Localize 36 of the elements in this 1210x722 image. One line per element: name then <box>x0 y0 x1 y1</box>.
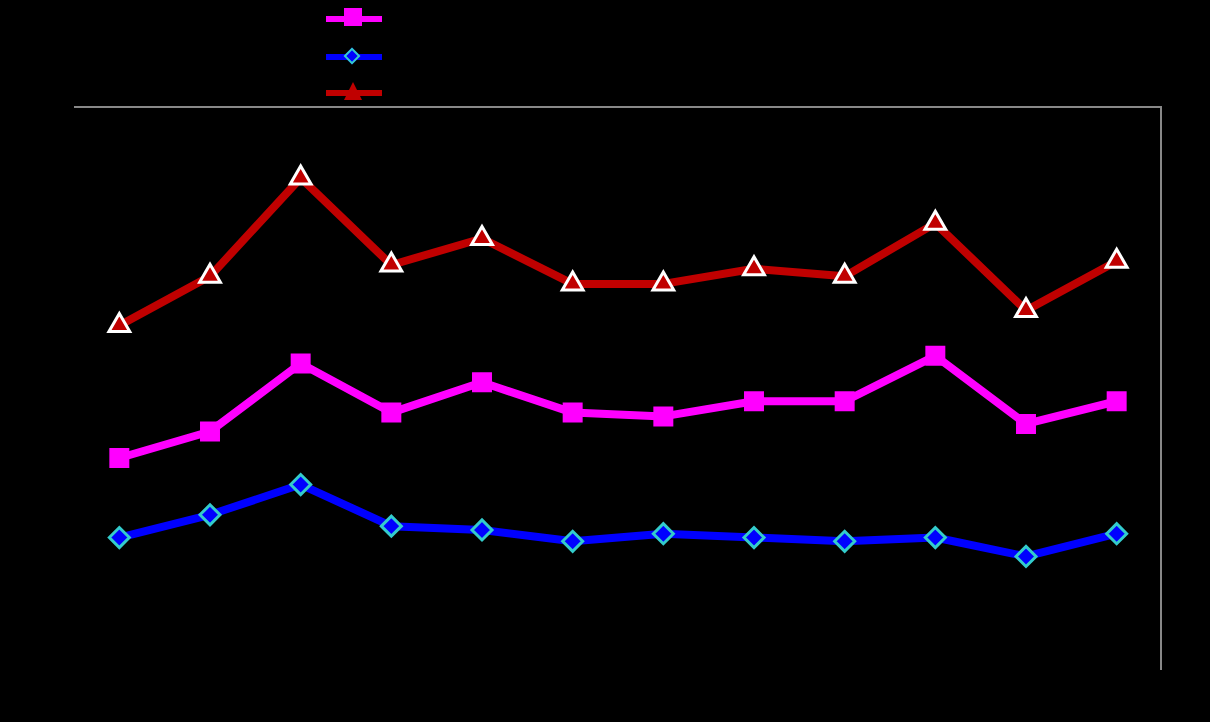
point <box>833 529 857 553</box>
point <box>470 518 494 542</box>
point <box>742 255 766 277</box>
point <box>744 391 764 412</box>
point <box>198 262 222 284</box>
point <box>109 448 130 469</box>
point <box>107 526 131 550</box>
point <box>1105 522 1129 546</box>
point <box>923 526 947 550</box>
point <box>832 262 857 284</box>
point <box>470 224 494 246</box>
point <box>289 473 313 497</box>
point <box>200 421 220 442</box>
point <box>560 270 585 292</box>
point <box>1016 413 1036 434</box>
point <box>651 522 675 546</box>
point <box>379 514 403 538</box>
point <box>1014 296 1038 318</box>
point <box>925 345 946 366</box>
point <box>107 312 132 334</box>
point <box>742 526 766 550</box>
point <box>562 402 583 423</box>
point <box>1104 247 1129 269</box>
point <box>472 372 492 393</box>
point <box>379 251 404 273</box>
point <box>288 164 313 186</box>
point <box>1106 391 1127 412</box>
point <box>651 270 676 292</box>
point <box>381 402 402 423</box>
point <box>290 353 311 374</box>
point <box>653 406 674 427</box>
point <box>1014 544 1038 568</box>
point <box>561 529 585 553</box>
point <box>198 503 222 527</box>
point <box>923 209 948 231</box>
point <box>834 391 855 412</box>
